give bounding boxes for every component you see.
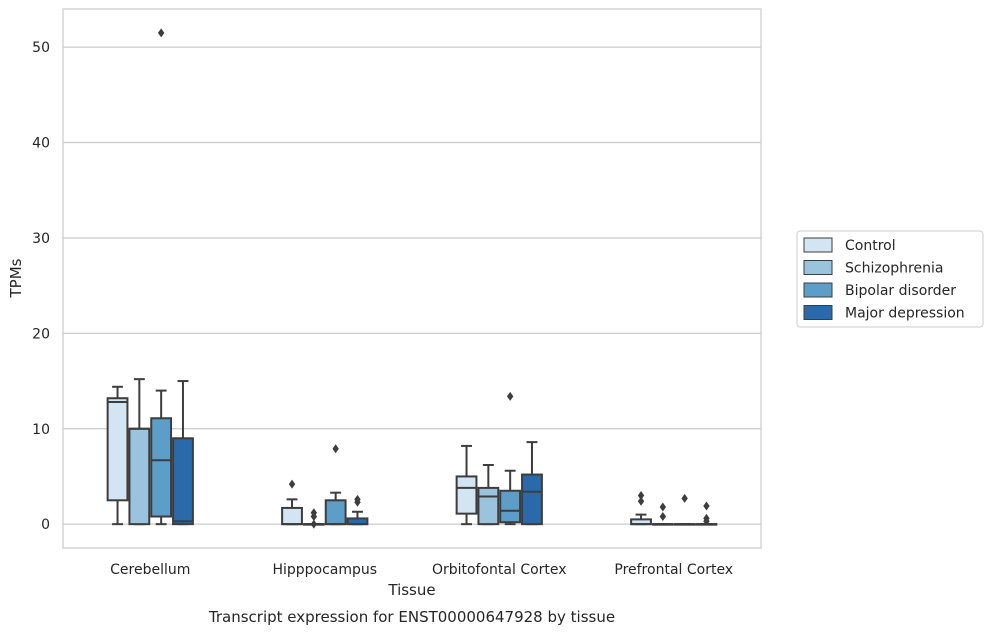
outlier-point <box>637 496 645 506</box>
outlier-point <box>659 512 667 522</box>
box <box>324 499 347 526</box>
legend-label: Schizophrenia <box>845 261 943 277</box>
box-group <box>302 508 325 529</box>
legend-frame <box>796 230 984 328</box>
x-tick-labels: Cerebellum Hipppocampus Orbitofontal Corte… <box>110 562 733 578</box>
box <box>521 473 543 526</box>
box-group <box>172 380 194 526</box>
legend-swatch <box>803 305 833 320</box>
x-axis-label: Tissue <box>387 581 435 599</box>
box-group <box>499 391 522 526</box>
boxes <box>106 28 718 529</box>
legend: Control Schizophrenia Bipolar disorder Majo… <box>796 230 984 328</box>
legend-items: Control Schizophrenia Bipolar disorder Majo… <box>803 237 965 322</box>
x-tick-label: Hipppocampus <box>272 562 377 578</box>
plot-frame <box>62 8 762 549</box>
legend-swatch <box>803 237 833 253</box>
y-tick-label: 10 <box>32 422 50 438</box>
y-tick-label: 40 <box>32 136 50 152</box>
box <box>128 427 151 526</box>
outlier-point <box>354 494 361 504</box>
x-tick-label: Orbitofontal Cortex <box>432 562 567 578</box>
box <box>477 486 500 526</box>
box <box>281 506 303 526</box>
box-group <box>324 444 347 526</box>
legend-label: Bipolar disorder <box>845 283 956 299</box>
y-axis-label: TPMs <box>7 258 25 298</box>
box-group <box>106 385 129 526</box>
box <box>106 397 129 502</box>
box <box>150 417 173 518</box>
outlier-point <box>310 508 318 518</box>
outlier-point <box>506 391 514 401</box>
box-group <box>673 493 696 526</box>
outlier-point <box>681 493 688 503</box>
box-group <box>695 501 718 526</box>
outlier-point <box>288 479 296 489</box>
y-tick-label: 50 <box>32 40 50 56</box>
box-group <box>521 441 543 526</box>
outlier-point <box>703 501 710 511</box>
outlier-point <box>157 28 165 38</box>
y-tick-label: 0 <box>41 517 50 533</box>
y-tick-label: 20 <box>32 326 50 342</box>
legend-label: Control <box>845 238 896 254</box>
chart-title: Transcript expression for ENST0000064792… <box>208 608 615 626</box>
x-tick-label: Prefrontal Cortex <box>614 562 733 578</box>
x-tick-label: Cerebellum <box>110 562 190 578</box>
outlier-point <box>332 444 339 454</box>
box-group <box>477 464 500 526</box>
box-group <box>651 502 674 526</box>
box-group <box>630 491 652 526</box>
box-group <box>455 444 478 526</box>
box-group <box>128 378 151 526</box>
box-group <box>346 494 369 526</box>
y-tick-label: 30 <box>32 231 50 247</box>
y-tick-labels: 0 10 20 30 40 50 <box>32 40 50 533</box>
box-group <box>150 28 173 526</box>
legend-swatch <box>803 260 833 275</box>
legend-label: Major depression <box>845 306 965 322</box>
outlier-point <box>637 491 645 501</box>
box <box>499 489 522 524</box>
outlier-point <box>703 513 710 523</box>
box <box>455 475 478 515</box>
box <box>172 437 194 526</box>
box-group <box>281 479 303 526</box>
legend-swatch <box>803 282 833 298</box>
outlier-point <box>310 519 318 529</box>
outlier-point <box>659 502 667 512</box>
